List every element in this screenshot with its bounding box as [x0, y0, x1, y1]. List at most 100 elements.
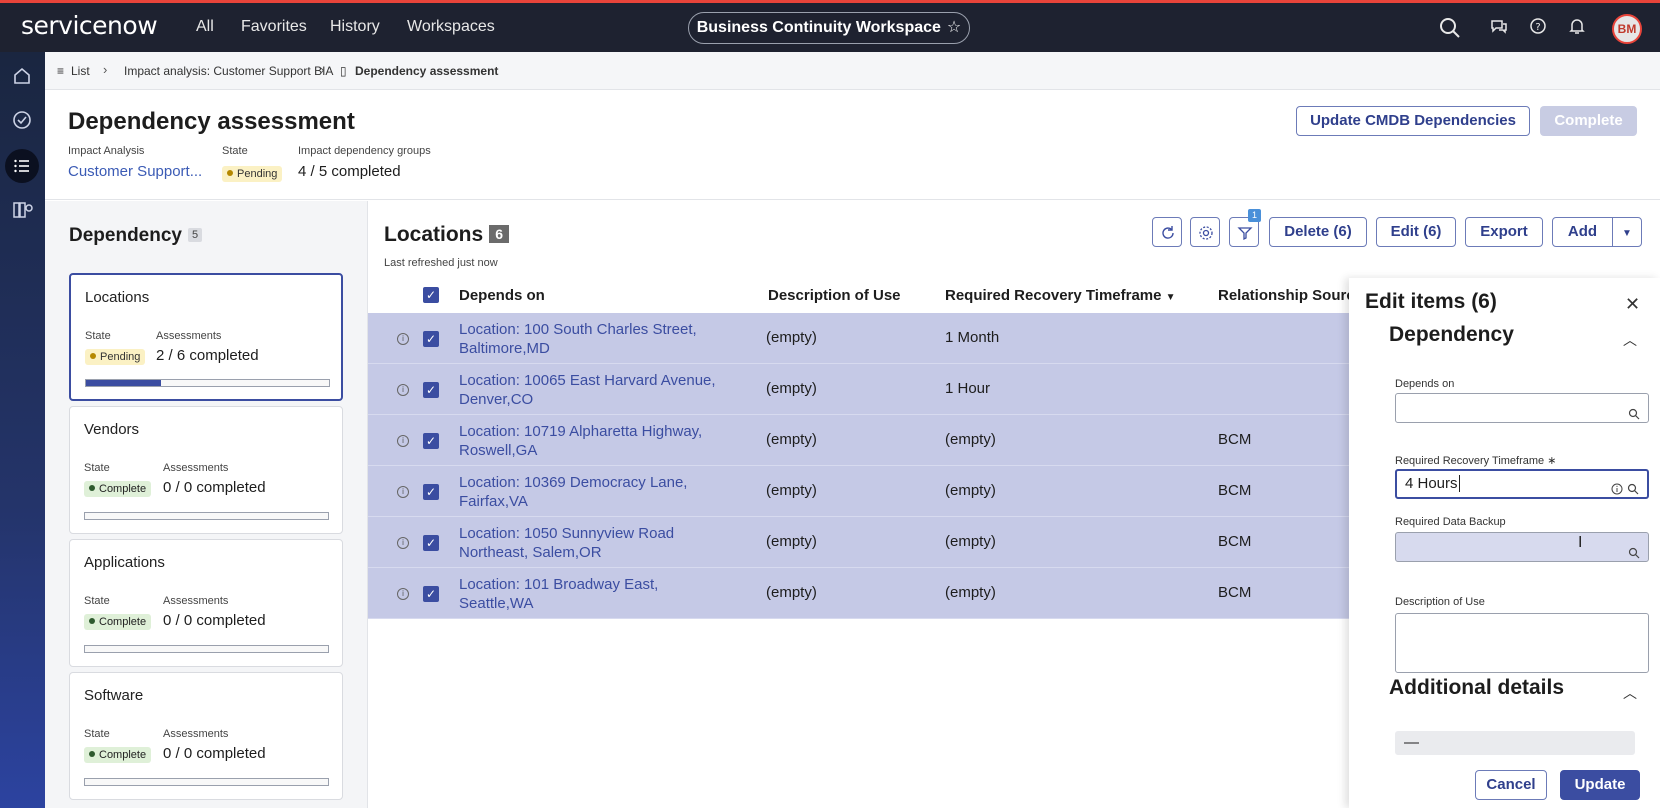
search-icon[interactable]: [1628, 402, 1640, 430]
depends-on-link[interactable]: Location: 10065 East Harvard Avenue, Den…: [459, 372, 716, 408]
card-title: Vendors: [84, 421, 140, 438]
edit-button[interactable]: Edit (6): [1376, 217, 1456, 247]
info-icon[interactable]: i: [397, 435, 409, 447]
description-textarea[interactable]: [1395, 613, 1649, 673]
card-locations[interactable]: Locations State Assessments Pending 2 / …: [69, 273, 343, 401]
list-icon[interactable]: [5, 149, 39, 183]
close-icon[interactable]: ✕: [1625, 294, 1641, 314]
col-description[interactable]: Description of Use: [768, 287, 901, 304]
card-title: Applications: [84, 554, 165, 571]
nav-favorites[interactable]: Favorites: [241, 18, 307, 35]
check-circle-icon[interactable]: [5, 103, 39, 137]
workspace-pill[interactable]: Business Continuity Workspace ☆: [688, 12, 970, 44]
depends-on-label: Depends on: [1395, 378, 1455, 390]
last-refreshed: Last refreshed just now: [384, 257, 498, 269]
star-icon[interactable]: ☆: [946, 19, 962, 36]
card-applications[interactable]: Applications State Assessments Complete …: [69, 539, 343, 667]
depends-on-link[interactable]: Location: 10719 Alpharetta Highway, Rosw…: [459, 423, 703, 459]
search-icon[interactable]: [1439, 17, 1461, 39]
info-icon[interactable]: i: [397, 333, 409, 345]
nav-all[interactable]: All: [196, 18, 214, 35]
depends-on-link[interactable]: Location: 10369 Democracy Lane, Fairfax,…: [459, 474, 688, 510]
backup-label: Required Data Backup: [1395, 516, 1506, 528]
card-vendors[interactable]: Vendors State Assessments Complete 0 / 0…: [69, 406, 343, 534]
breadcrumb-impact-analysis[interactable]: Impact analysis: Customer Support BIA: [124, 64, 334, 78]
filter-count-badge: 1: [1248, 209, 1261, 222]
source-cell: BCM: [1218, 431, 1252, 448]
help-icon[interactable]: ?: [1529, 17, 1551, 39]
chat-icon[interactable]: [1490, 17, 1512, 39]
cancel-button[interactable]: Cancel: [1475, 770, 1547, 800]
progress-bar: [84, 778, 329, 786]
info-icon[interactable]: i: [397, 537, 409, 549]
info-icon[interactable]: i: [397, 384, 409, 396]
row-checkbox[interactable]: ✓: [423, 535, 439, 551]
description-cell: (empty): [766, 431, 817, 448]
depends-on-input[interactable]: [1395, 393, 1649, 423]
breadcrumb-list-icon: ≡: [57, 64, 65, 78]
card-software[interactable]: Software State Assessments Complete 0 / …: [69, 672, 343, 800]
text-cursor-icon: I: [1578, 534, 1583, 551]
search-icon[interactable]: [1627, 478, 1639, 504]
depends-on-link[interactable]: Location: 100 South Charles Street, Balt…: [459, 321, 697, 357]
add-button[interactable]: Add: [1552, 217, 1613, 247]
depends-on-link[interactable]: Location: 101 Broadway East, Seattle,WA: [459, 576, 659, 612]
export-button[interactable]: Export: [1465, 217, 1543, 247]
card-state-label: State: [84, 462, 110, 474]
chevron-up-icon[interactable]: ︿: [1623, 332, 1637, 348]
description-cell: (empty): [766, 533, 817, 550]
settings-button[interactable]: [1190, 217, 1220, 247]
card-assess-label: Assessments: [163, 595, 229, 607]
source-cell: BCM: [1218, 584, 1252, 601]
card-assessments: 2 / 6 completed: [156, 347, 259, 364]
depends-on-link[interactable]: Location: 1050 Sunnyview Road Northeast,…: [459, 525, 675, 561]
row-checkbox[interactable]: ✓: [423, 382, 439, 398]
filter-button[interactable]: [1229, 217, 1259, 247]
description-cell: (empty): [766, 482, 817, 499]
impact-analysis-link[interactable]: Customer Support...: [68, 163, 203, 180]
description-cell: (empty): [766, 584, 817, 601]
progress-bar: [85, 379, 330, 387]
col-depends-on[interactable]: Depends on: [459, 287, 545, 304]
update-button[interactable]: Update: [1560, 770, 1640, 800]
delete-button[interactable]: Delete (6): [1269, 217, 1367, 247]
description-label: Description of Use: [1395, 596, 1485, 608]
servicenow-logo[interactable]: servicenow: [21, 11, 158, 40]
search-icon[interactable]: [1628, 541, 1640, 569]
complete-button[interactable]: Complete: [1540, 106, 1637, 136]
refresh-button[interactable]: [1152, 217, 1182, 247]
status-badge: Complete: [84, 479, 152, 497]
card-assessments: 0 / 0 completed: [163, 479, 266, 496]
card-title: Locations: [85, 289, 150, 306]
add-menu-button[interactable]: ▼: [1612, 217, 1642, 247]
info-icon[interactable]: i: [397, 486, 409, 498]
breadcrumb: ≡ List › Impact analysis: Customer Suppo…: [45, 52, 1660, 90]
additional-details-field[interactable]: —: [1395, 731, 1635, 755]
impact-analysis-label: Impact Analysis: [68, 145, 145, 157]
row-checkbox[interactable]: ✓: [423, 331, 439, 347]
user-avatar[interactable]: BM: [1612, 14, 1642, 44]
nav-workspaces[interactable]: Workspaces: [407, 18, 495, 35]
nav-history[interactable]: History: [330, 18, 380, 35]
info-icon[interactable]: [1611, 478, 1623, 504]
update-cmdb-button[interactable]: Update CMDB Dependencies: [1296, 106, 1530, 136]
chevron-down-icon: ▼: [1622, 228, 1632, 239]
row-checkbox[interactable]: ✓: [423, 586, 439, 602]
timeframe-cell: 1 Month: [945, 329, 1000, 346]
breadcrumb-list[interactable]: List: [71, 64, 90, 78]
data-backup-input[interactable]: [1395, 532, 1649, 562]
chevron-right-icon: ›: [103, 62, 108, 77]
row-checkbox[interactable]: ✓: [423, 433, 439, 449]
recovery-timeframe-input[interactable]: 4 Hours: [1395, 469, 1649, 499]
col-relationship-source[interactable]: Relationship Source: [1218, 287, 1364, 304]
home-icon[interactable]: [5, 59, 39, 93]
info-icon[interactable]: i: [397, 588, 409, 600]
list-count-badge: 6: [489, 225, 509, 243]
row-checkbox[interactable]: ✓: [423, 484, 439, 500]
notification-bell-icon[interactable]: [1568, 17, 1590, 39]
library-icon[interactable]: [5, 193, 39, 227]
col-recovery-timeframe[interactable]: Required Recovery Timeframe ▼: [945, 287, 1176, 304]
chevron-up-icon[interactable]: ︿: [1623, 685, 1637, 701]
select-all-checkbox[interactable]: ✓: [423, 287, 439, 303]
gear-icon: [1199, 226, 1213, 240]
